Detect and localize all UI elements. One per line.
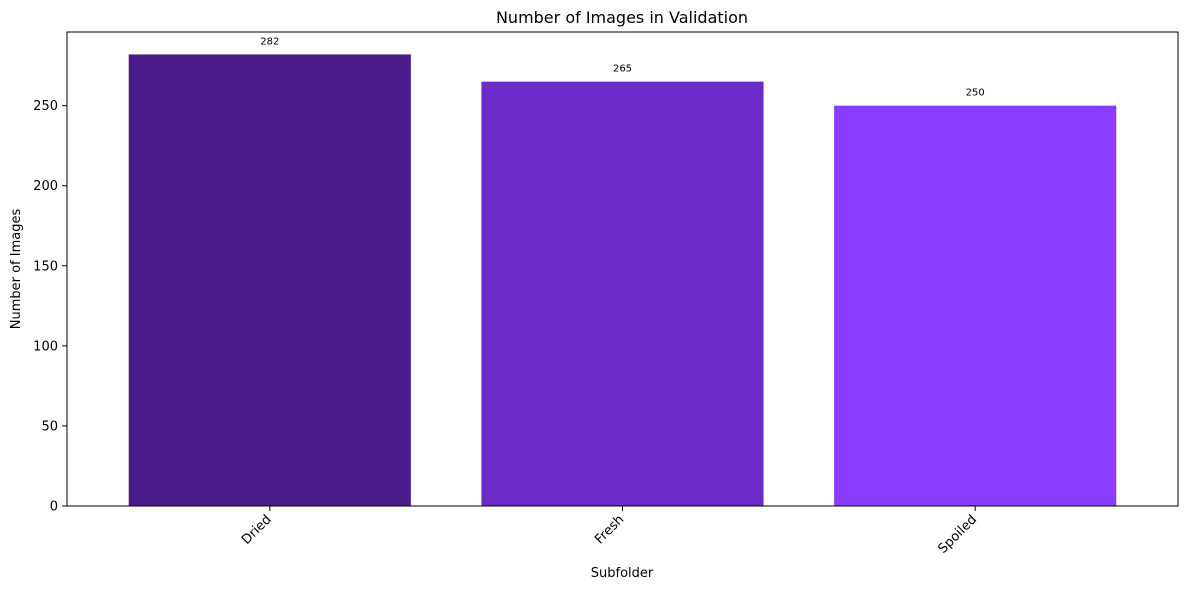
data-label-dried: 282 (260, 36, 279, 47)
y-tick-label: 100 (33, 339, 58, 354)
y-tick-label: 150 (33, 259, 58, 274)
y-tick-label: 200 (33, 179, 58, 194)
data-label-fresh: 265 (613, 64, 632, 75)
data-labels-group: 282 265 250 (260, 36, 984, 98)
bar-spoiled (834, 105, 1117, 506)
x-tick-label-spoiled: Spoiled (936, 512, 981, 557)
y-axis: 0 50 100 150 200 250 (33, 99, 67, 515)
x-tick-label-dried: Dried (239, 512, 275, 548)
data-label-spoiled: 250 (966, 88, 985, 99)
bar-fresh (481, 81, 764, 506)
x-axis: Dried Fresh Spoiled (239, 506, 980, 557)
y-tick-label: 250 (33, 99, 58, 114)
bars-group (128, 54, 1117, 507)
x-axis-label: Subfolder (591, 566, 654, 581)
bar-dried (128, 54, 411, 507)
y-tick-label: 0 (50, 500, 58, 515)
y-tick-label: 50 (41, 419, 58, 434)
y-axis-label: Number of Images (9, 209, 24, 330)
chart-title: Number of Images in Validation (496, 8, 748, 27)
x-tick-label-fresh: Fresh (592, 512, 627, 547)
plot-frame (66, 31, 1179, 507)
